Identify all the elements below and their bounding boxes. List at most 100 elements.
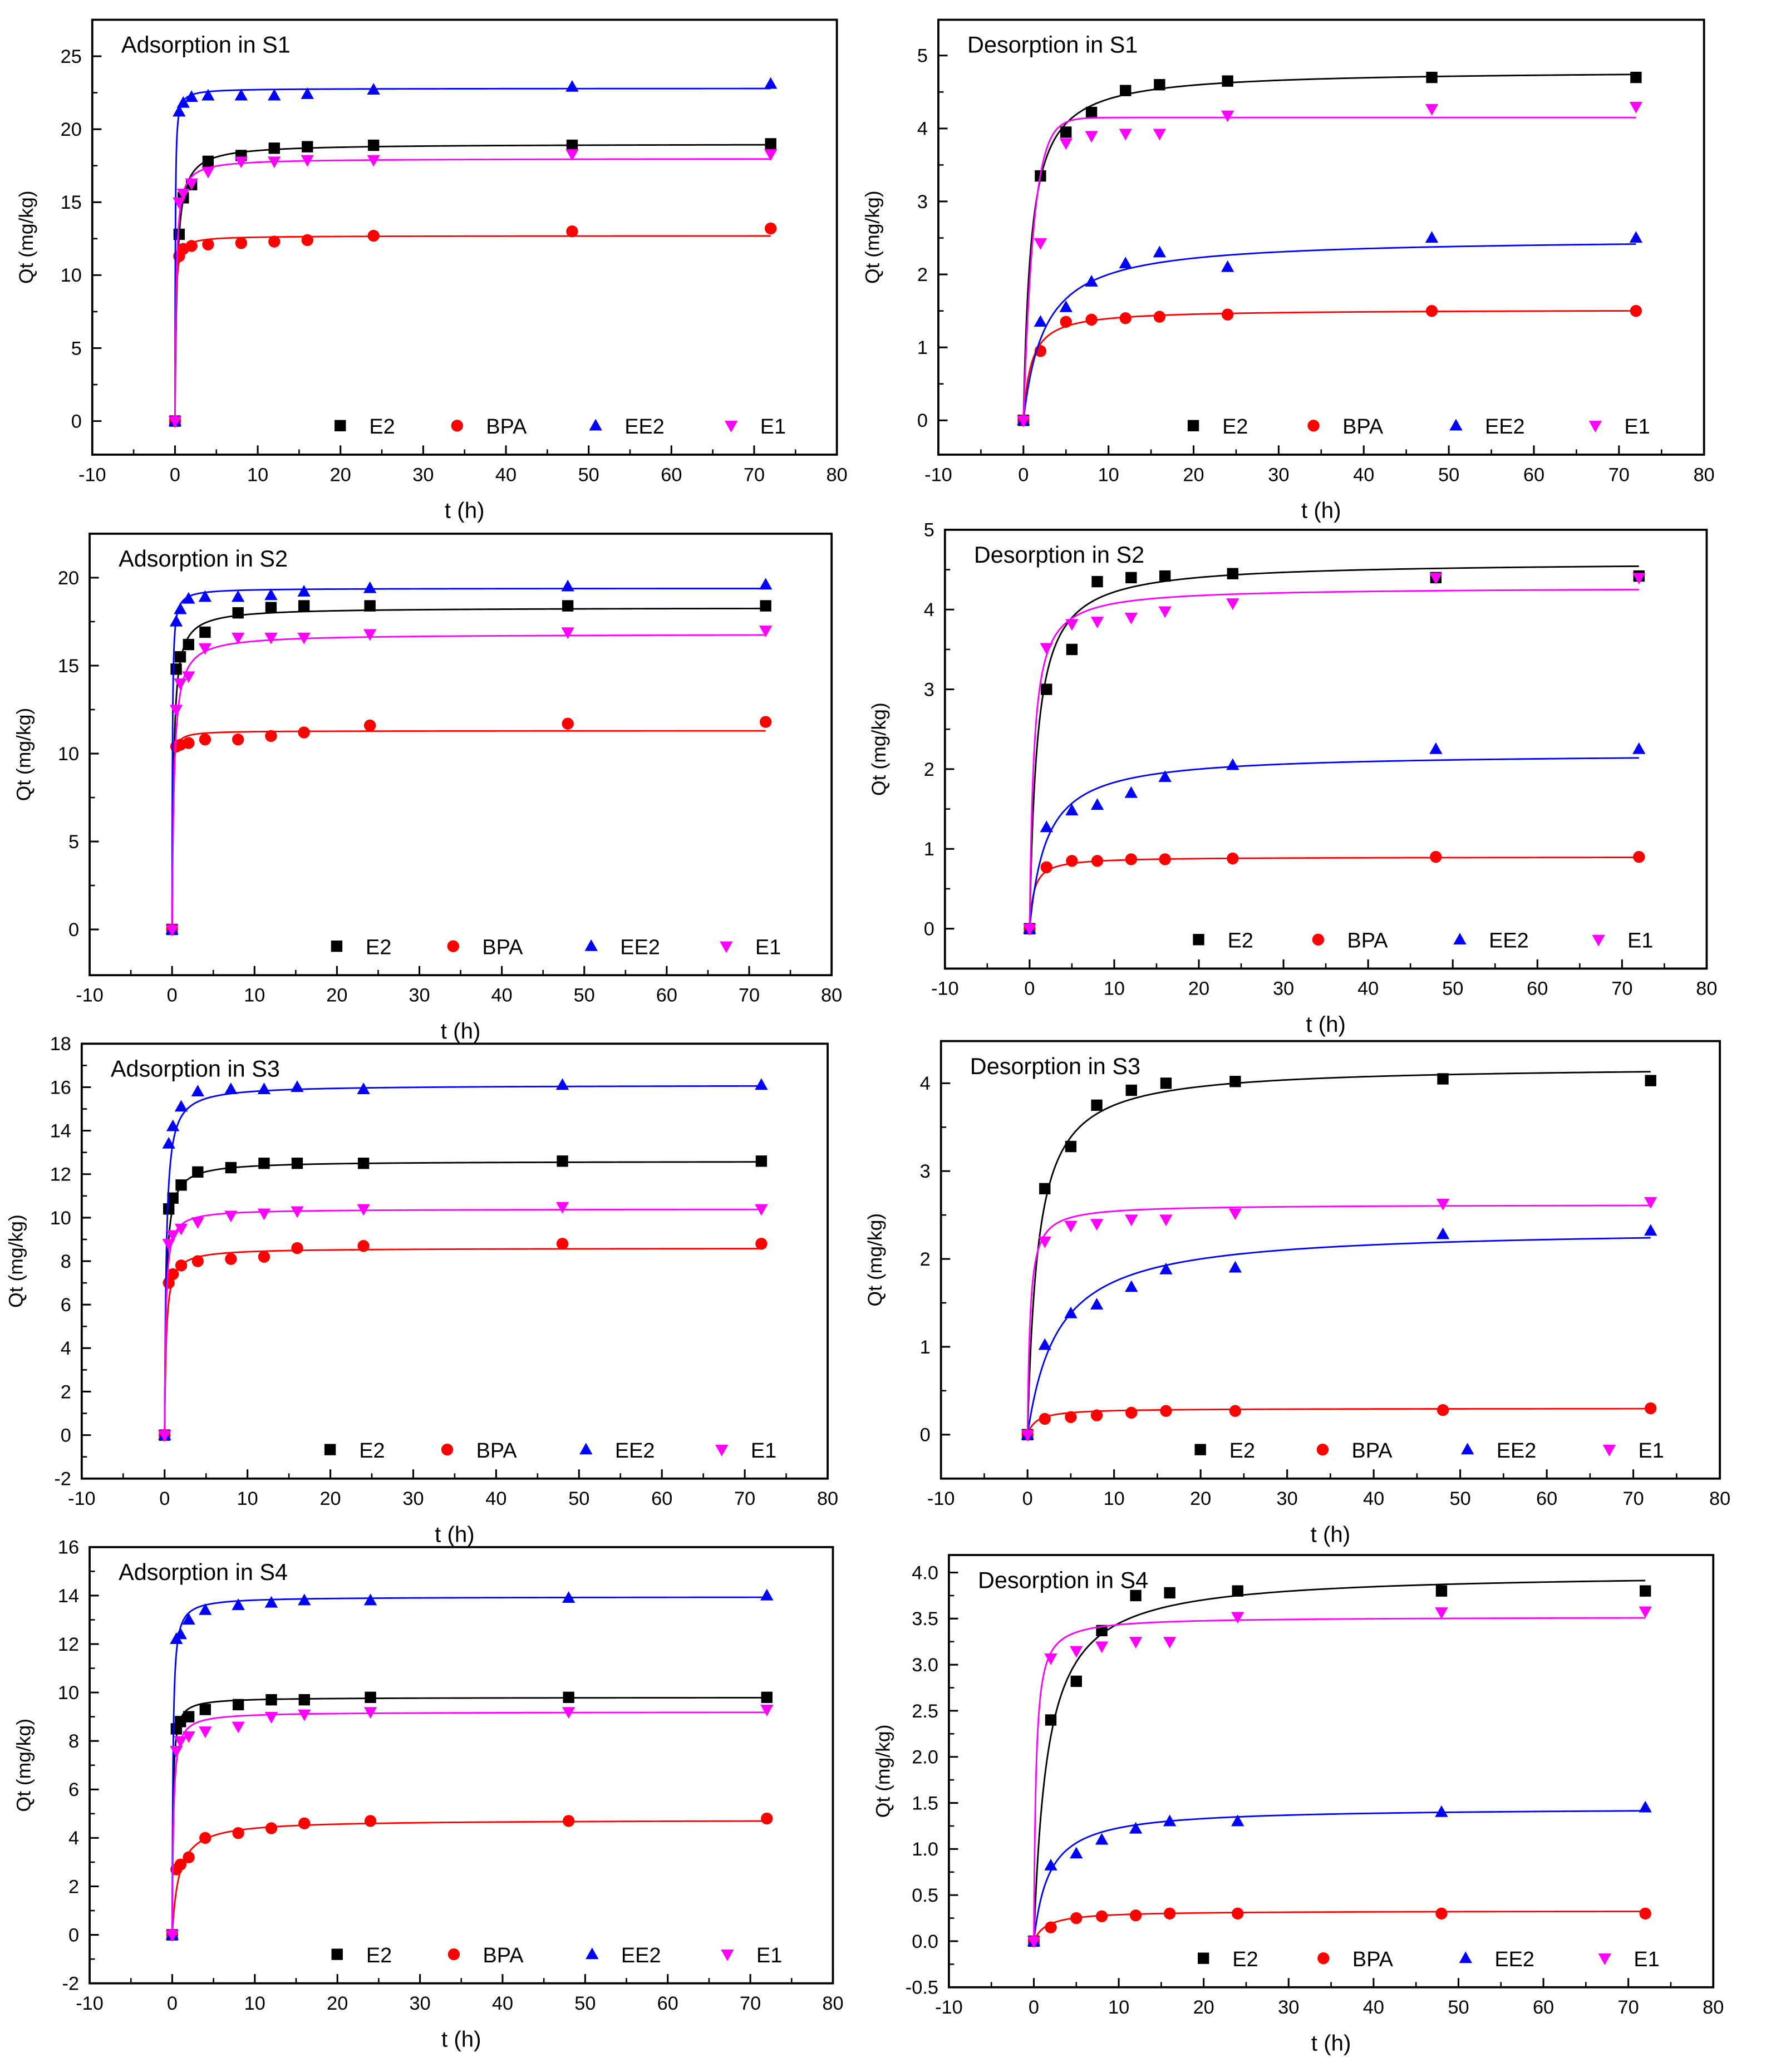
data-point-bpa (1129, 1909, 1142, 1922)
data-point-ee2 (166, 1119, 180, 1131)
x-tick-label: 20 (1190, 1488, 1211, 1509)
chart-title: Desorption in S3 (970, 1053, 1140, 1079)
data-point-ee2 (264, 1596, 278, 1608)
y-tick-label: 4.0 (912, 1562, 938, 1583)
x-tick-label: 70 (740, 1993, 761, 2014)
y-tick-label: 10 (61, 265, 82, 286)
chart-title: Desorption in S1 (967, 32, 1138, 58)
data-point-bpa (364, 1815, 377, 1827)
y-tick-label: 5 (924, 520, 934, 541)
x-tick-label: 80 (827, 464, 848, 485)
data-point-e2 (1164, 1587, 1175, 1599)
data-point-e2 (1160, 1077, 1172, 1089)
data-point-e2 (302, 141, 313, 152)
x-tick-label: 60 (1536, 1488, 1557, 1509)
data-point-e1 (170, 1745, 183, 1758)
x-tick-label: -10 (927, 1488, 955, 1509)
x-axis-label: t (h) (1311, 1522, 1351, 1547)
legend-label-e2: E2 (366, 936, 391, 959)
y-tick-label: 1 (917, 337, 928, 358)
data-point-e2 (1639, 1585, 1651, 1597)
data-point-bpa (1119, 312, 1132, 324)
data-point-e1 (174, 678, 187, 690)
data-point-e1 (224, 1210, 238, 1223)
data-point-e1 (1064, 1220, 1078, 1233)
data-point-e2 (1154, 79, 1165, 91)
data-point-e2 (1227, 568, 1239, 579)
legend-label-e1: E1 (1624, 415, 1650, 439)
data-point-ee2 (1129, 1822, 1143, 1834)
plot-frame (88, 1546, 834, 1985)
data-point-e2 (265, 1694, 277, 1706)
data-point-e1 (1644, 1197, 1657, 1209)
y-axis-label: Qt (mg/kg) (872, 1725, 894, 1818)
x-tick-label: 60 (1527, 978, 1548, 1000)
data-point-ee2 (185, 90, 198, 102)
legend-label-e2: E2 (359, 1439, 385, 1463)
data-point-ee2 (1064, 1306, 1078, 1318)
data-point-e1 (182, 671, 195, 683)
data-point-ee2 (1221, 260, 1234, 272)
x-axis-label: t (h) (441, 1018, 481, 1044)
y-tick-label: 5 (68, 831, 79, 853)
x-tick-label: 60 (1523, 464, 1544, 485)
data-point-e1 (264, 632, 278, 644)
y-tick-label: 1 (920, 1337, 931, 1358)
data-point-e2 (1426, 71, 1438, 83)
data-point-e1 (1425, 104, 1439, 116)
data-point-e1 (1429, 573, 1443, 585)
data-point-e2 (1060, 126, 1072, 138)
legend-marker-ee2 (586, 1947, 599, 1960)
fit-curve-ee2 (1029, 757, 1639, 929)
x-tick-label: 40 (495, 464, 516, 485)
fit-curve-e2 (1033, 1579, 1646, 1941)
x-tick-label: 70 (1623, 1488, 1644, 1509)
x-tick-label: 40 (1363, 1997, 1384, 2018)
data-point-e1 (174, 1223, 188, 1236)
legend-marker-e1 (715, 1445, 729, 1456)
y-tick-label: 0 (917, 410, 928, 431)
legend-label-e2: E2 (1222, 415, 1248, 439)
y-tick-label: 2 (917, 264, 928, 286)
data-point-e1 (301, 155, 314, 167)
data-point-ee2 (367, 83, 380, 95)
data-point-e1 (1435, 1607, 1448, 1619)
y-tick-label: 0 (71, 411, 82, 432)
data-point-e1 (759, 626, 773, 638)
x-axis-label: t (h) (1306, 1012, 1346, 1037)
y-tick-label: 1.0 (912, 1839, 938, 1860)
data-point-e1 (755, 1204, 768, 1216)
data-point-e1 (182, 1731, 195, 1743)
data-point-e1 (760, 1704, 774, 1716)
x-tick-label: 10 (247, 464, 268, 485)
data-point-e1 (1119, 129, 1132, 141)
y-tick-label: 14 (50, 1120, 71, 1141)
y-tick-label: 3.0 (912, 1655, 938, 1676)
y-tick-label: 18 (50, 1033, 71, 1055)
data-point-e2 (755, 1155, 768, 1167)
y-tick-label: 15 (58, 656, 79, 677)
y-axis-label: Qt (mg/kg) (12, 1719, 35, 1812)
legend-marker-e2 (1187, 420, 1199, 432)
data-point-e1 (1095, 1641, 1109, 1653)
data-point-bpa (291, 1242, 303, 1254)
data-point-e1 (562, 1707, 575, 1719)
legend-marker-bpa (1312, 933, 1325, 946)
data-point-e1 (168, 416, 182, 428)
x-tick-label: 0 (167, 1993, 178, 2014)
legend-label-ee2: EE2 (620, 936, 660, 959)
data-point-ee2 (555, 1078, 569, 1090)
y-tick-label: 5 (71, 338, 82, 359)
data-point-e1 (191, 1217, 205, 1229)
chart-panel-4: -10 0 10 20 30 40 50 60 70 80 0 1 2 3 4 5 t (h) Qt (mg/kg… (868, 520, 1717, 1037)
y-tick-label: 2 (920, 1249, 931, 1270)
data-point-e1 (1629, 101, 1643, 114)
data-point-bpa (185, 240, 198, 252)
data-point-ee2 (759, 578, 773, 590)
x-tick-label: 20 (330, 464, 351, 485)
data-point-bpa (755, 1238, 768, 1250)
data-point-e1 (1153, 129, 1167, 141)
data-point-e2 (174, 651, 186, 663)
data-point-e1 (176, 188, 190, 200)
data-point-e1 (1065, 619, 1079, 631)
